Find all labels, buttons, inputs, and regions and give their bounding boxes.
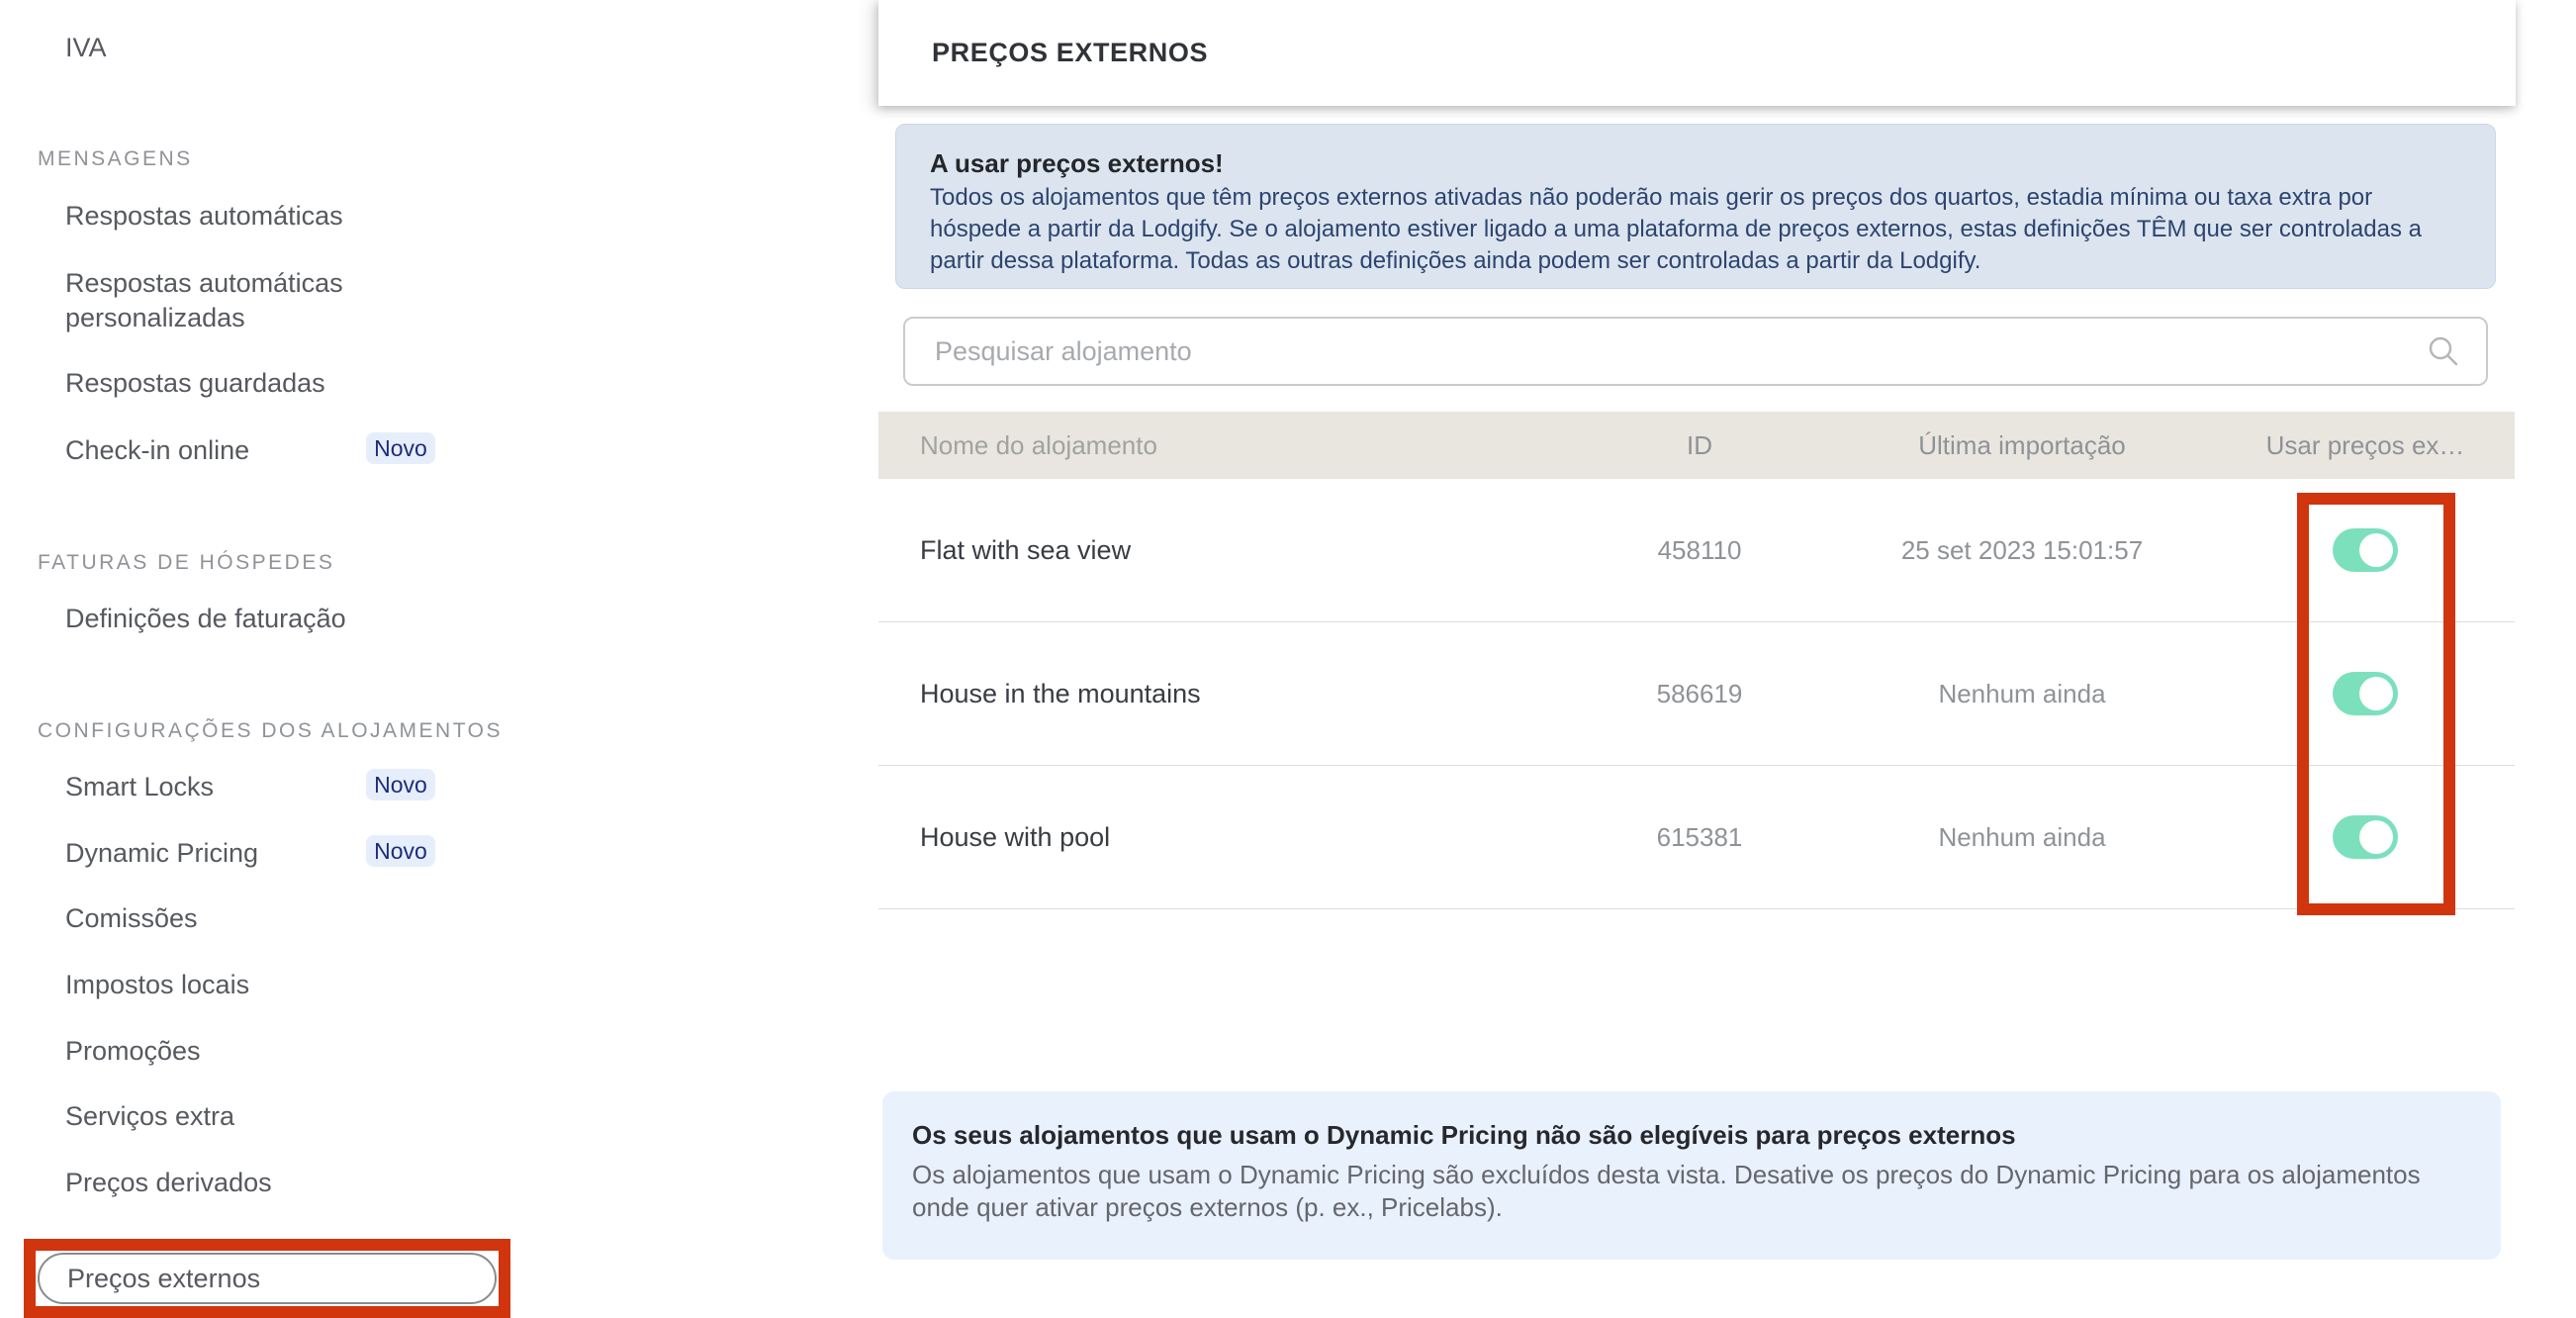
sidebar-item-iva[interactable]: IVA bbox=[65, 33, 107, 62]
toggle-knob bbox=[2359, 820, 2393, 854]
accommodation-name: House in the mountains bbox=[920, 678, 1201, 708]
sidebar-section-mensagens: MENSAGENS bbox=[38, 147, 193, 170]
table-row: Flat with sea view 458110 25 set 2023 15… bbox=[878, 479, 2515, 622]
column-header-id: ID bbox=[1687, 429, 1712, 460]
sidebar-section-faturas-de-hospedes: FATURAS DE HÓSPEDES bbox=[38, 551, 335, 574]
sidebar-item-respostas-automaticas[interactable]: Respostas automáticas bbox=[65, 201, 343, 231]
page-title: PREÇOS EXTERNOS bbox=[932, 38, 1209, 67]
accommodation-id: 458110 bbox=[1657, 534, 1742, 565]
search-box bbox=[903, 317, 2488, 386]
table-row: House with pool 615381 Nenhum ainda bbox=[878, 766, 2515, 909]
sidebar-item-check-in-online[interactable]: Check-in online bbox=[65, 435, 250, 465]
novo-badge: Novo bbox=[366, 835, 435, 867]
sidebar-item-smart-locks[interactable]: Smart Locks bbox=[65, 772, 215, 801]
novo-badge: Novo bbox=[366, 432, 435, 464]
info-banner-body: Todos os alojamentos que têm preços exte… bbox=[930, 184, 2422, 274]
accommodations-table: Nome do alojamento ID Última importação … bbox=[878, 412, 2515, 909]
column-header-nome-do-alojamento: Nome do alojamento bbox=[920, 429, 1157, 460]
toggle-knob bbox=[2359, 533, 2393, 567]
column-header-usar-precos-externos: Usar preços ex… bbox=[2265, 429, 2465, 460]
table-header-row: Nome do alojamento ID Última importação … bbox=[878, 412, 2515, 479]
sidebar-item-precos-derivados[interactable]: Preços derivados bbox=[65, 1168, 272, 1197]
accommodation-name: Flat with sea view bbox=[920, 534, 1132, 565]
footer-banner-body: Os alojamentos que usam o Dynamic Pricin… bbox=[912, 1160, 2421, 1222]
last-import-value: Nenhum ainda bbox=[1938, 821, 2106, 852]
table-row: House in the mountains 586619 Nenhum ain… bbox=[878, 622, 2515, 766]
column-header-ultima-importacao: Última importação bbox=[1918, 429, 2126, 460]
sidebar-item-impostos-locais[interactable]: Impostos locais bbox=[65, 970, 250, 999]
precos-externos-panel: PREÇOS EXTERNOS A usar preços externos! … bbox=[878, 0, 2516, 1318]
sidebar-item-comissoes[interactable]: Comissões bbox=[65, 903, 198, 933]
dynamic-pricing-note-banner: Os seus alojamentos que usam o Dynamic P… bbox=[882, 1091, 2501, 1260]
last-import-value: 25 set 2023 15:01:57 bbox=[1900, 534, 2144, 565]
search-input[interactable] bbox=[903, 317, 2488, 386]
sidebar-item-definicoes-de-faturacao[interactable]: Definições de faturação bbox=[65, 604, 346, 633]
panel-header: PREÇOS EXTERNOS bbox=[878, 0, 2516, 106]
external-prices-toggle[interactable] bbox=[2333, 528, 2398, 572]
sidebar-item-servicos-extra[interactable]: Serviços extra bbox=[65, 1101, 235, 1131]
sidebar-item-respostas-automaticas-personalizadas[interactable]: Respostas automáticas personalizadas bbox=[65, 268, 343, 332]
external-prices-info-banner: A usar preços externos! Todos os alojame… bbox=[895, 124, 2496, 289]
accommodation-name: House with pool bbox=[920, 821, 1111, 852]
sidebar-item-promocoes[interactable]: Promoções bbox=[65, 1036, 201, 1066]
footer-banner-title: Os seus alojamentos que usam o Dynamic P… bbox=[912, 1120, 2016, 1150]
info-banner-title: A usar preços externos! bbox=[930, 148, 1224, 178]
accommodation-id: 615381 bbox=[1656, 821, 1743, 852]
sidebar-section-configuracoes-dos-alojamentos: CONFIGURAÇÕES DOS ALOJAMENTOS bbox=[38, 719, 504, 742]
sidebar-item-respostas-guardadas[interactable]: Respostas guardadas bbox=[65, 368, 325, 398]
external-prices-toggle[interactable] bbox=[2333, 672, 2398, 715]
search-icon bbox=[2429, 336, 2458, 366]
accommodation-id: 586619 bbox=[1656, 678, 1743, 708]
sidebar-item-precos-externos[interactable]: Preços externos bbox=[38, 1253, 497, 1304]
external-prices-toggle[interactable] bbox=[2333, 815, 2398, 859]
annotation-box-selected-nav: Preços externos bbox=[24, 1239, 510, 1318]
toggle-knob bbox=[2359, 677, 2393, 710]
last-import-value: Nenhum ainda bbox=[1938, 678, 2106, 708]
sidebar-item-dynamic-pricing[interactable]: Dynamic Pricing bbox=[65, 838, 259, 868]
novo-badge: Novo bbox=[366, 769, 435, 800]
settings-sidebar: IVA MENSAGENS Respostas automáticas Resp… bbox=[0, 0, 878, 1318]
